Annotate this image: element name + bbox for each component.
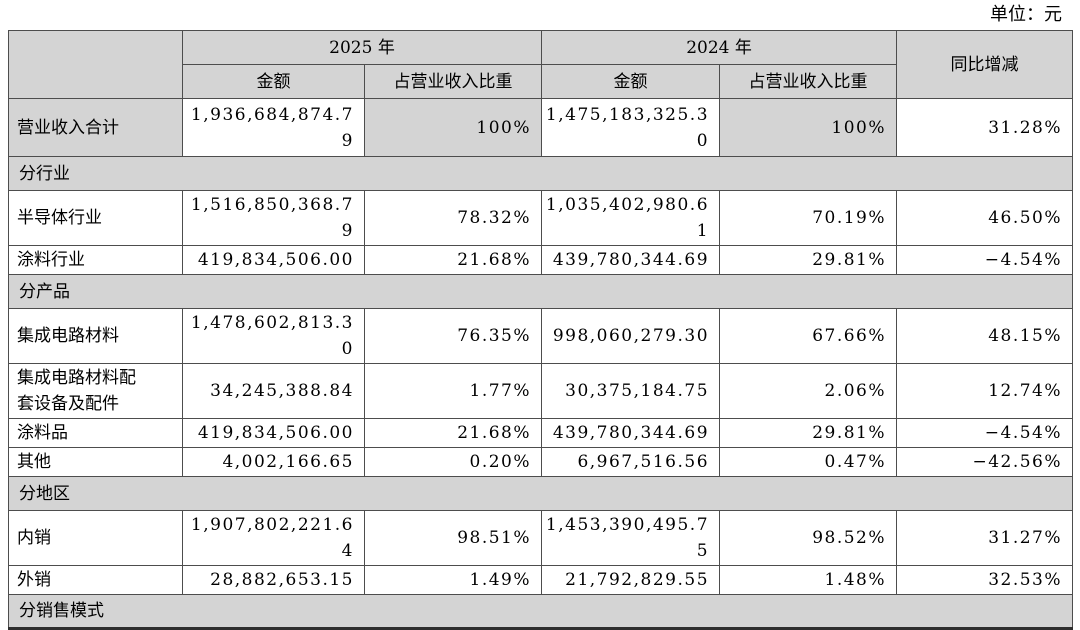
ratio-2024-cell: 1.48% (719, 565, 898, 595)
yoy-cell: −4.54% (896, 418, 1074, 448)
section-row-by-product: 分产品 (7, 274, 1074, 309)
amount-2024-cell: 30,375,184.75 (541, 363, 721, 419)
amount-2025-cell: 1,516,850,368.79 (182, 190, 365, 246)
ratio-2024-cell: 2.06% (719, 363, 898, 419)
table-row-total-revenue: 营业收入合计 1,936,684,874.79 100% 1,475,183,3… (8, 98, 1074, 157)
ratio-2024-cell: 29.81% (719, 245, 898, 275)
header-year-2024: 2024 年 (541, 30, 898, 65)
ratio-2025-cell: 76.35% (363, 308, 543, 364)
amount-2025-cell: 419,834,506.00 (182, 418, 365, 448)
amount-2025-cell: 419,834,506.00 (182, 245, 365, 275)
amount-2025-cell: 4,002,166.65 (182, 447, 365, 477)
row-label: 涂料品 (8, 418, 183, 448)
header-row-subcolumns: 金额 占营业收入比重 金额 占营业收入比重 (9, 64, 1073, 99)
amount-2024-cell: 6,967,516.56 (541, 447, 721, 477)
section-label: 分行业 (7, 156, 1074, 191)
amount-2025-cell: 1,936,684,874.79 (182, 98, 365, 157)
section-row-by-industry: 分行业 (7, 156, 1074, 191)
ratio-2024-cell: 100% (719, 98, 898, 157)
row-label: 集成电路材料配套设备及配件 (8, 363, 183, 419)
row-label: 外销 (8, 565, 183, 595)
header-ratio-2024: 占营业收入比重 (719, 64, 898, 99)
yoy-cell: 31.28% (896, 98, 1074, 157)
yoy-cell: 48.15% (896, 308, 1074, 364)
header-ratio-2025: 占营业收入比重 (363, 64, 543, 99)
table-row-other: 其他 4,002,166.65 0.20% 6,967,516.56 0.47%… (8, 447, 1074, 477)
ratio-2025-cell: 0.20% (363, 447, 543, 477)
header-amount-2024: 金额 (541, 64, 721, 99)
row-label: 集成电路材料 (8, 308, 183, 364)
ratio-2025-cell: 1.77% (363, 363, 543, 419)
amount-2025-cell: 1,907,802,221.64 (182, 510, 365, 566)
ratio-2025-cell: 100% (363, 98, 543, 157)
amount-2024-cell: 439,780,344.69 (541, 245, 721, 275)
row-label: 营业收入合计 (8, 98, 183, 157)
header-amount-2025: 金额 (182, 64, 365, 99)
ratio-2024-cell: 98.52% (719, 510, 898, 566)
ratio-2024-cell: 67.66% (719, 308, 898, 364)
table-row-ic-equipment-accessories: 集成电路材料配套设备及配件 34,245,388.84 1.77% 30,375… (8, 363, 1074, 419)
yoy-cell: −42.56% (896, 447, 1074, 477)
amount-2024-cell: 21,792,829.55 (541, 565, 721, 595)
amount-2024-cell: 439,780,344.69 (541, 418, 721, 448)
table-row-semiconductor: 半导体行业 1,516,850,368.79 78.32% 1,035,402,… (8, 190, 1074, 246)
section-row-by-sales-model: 分销售模式 (7, 594, 1074, 629)
table-row-coating-products: 涂料品 419,834,506.00 21.68% 439,780,344.69… (8, 418, 1074, 448)
ratio-2025-cell: 21.68% (363, 418, 543, 448)
corner-cell (8, 30, 183, 99)
table-row-coating-industry: 涂料行业 419,834,506.00 21.68% 439,780,344.6… (8, 245, 1074, 275)
ratio-2024-cell: 0.47% (719, 447, 898, 477)
section-label: 分产品 (7, 274, 1074, 309)
amount-2024-cell: 998,060,279.30 (541, 308, 721, 364)
header-year-2025: 2025 年 (181, 30, 543, 65)
yoy-cell: 46.50% (896, 190, 1074, 246)
row-label: 涂料行业 (8, 245, 183, 275)
row-label: 其他 (8, 447, 183, 477)
amount-2025-cell: 34,245,388.84 (182, 363, 365, 419)
ratio-2024-cell: 70.19% (719, 190, 898, 246)
ratio-2024-cell: 29.81% (719, 418, 898, 448)
table-row-ic-materials: 集成电路材料 1,478,602,813.30 76.35% 998,060,2… (8, 308, 1074, 364)
section-row-by-region: 分地区 (7, 476, 1074, 511)
ratio-2025-cell: 1.49% (363, 565, 543, 595)
yoy-cell: 32.53% (896, 565, 1074, 595)
revenue-breakdown-table: 2025 年 2024 年 同比增减 金额 占营业收入比重 金额 占营业收入比重… (7, 30, 1074, 630)
yoy-cell: −4.54% (896, 245, 1074, 275)
amount-2024-cell: 1,035,402,980.61 (541, 190, 721, 246)
section-label: 分销售模式 (7, 594, 1074, 629)
yoy-cell: 12.74% (896, 363, 1074, 419)
amount-2024-cell: 1,475,183,325.30 (541, 98, 721, 157)
header-row-years: 2025 年 2024 年 同比增减 (8, 30, 1074, 99)
amount-2024-cell: 1,453,390,495.75 (541, 510, 721, 566)
row-label: 半导体行业 (8, 190, 183, 246)
ratio-2025-cell: 21.68% (363, 245, 543, 275)
yoy-cell: 31.27% (896, 510, 1074, 566)
ratio-2025-cell: 98.51% (363, 510, 543, 566)
amount-2025-cell: 1,478,602,813.30 (182, 308, 365, 364)
header-yoy: 同比增减 (896, 30, 1074, 99)
table-row-domestic-sales: 内销 1,907,802,221.64 98.51% 1,453,390,495… (8, 510, 1074, 566)
unit-label: 单位：元 (990, 4, 1062, 25)
amount-2025-cell: 28,882,653.15 (182, 565, 365, 595)
section-label: 分地区 (7, 476, 1074, 511)
table-row-export-sales: 外销 28,882,653.15 1.49% 21,792,829.55 1.4… (8, 565, 1074, 595)
row-label: 内销 (8, 510, 183, 566)
ratio-2025-cell: 78.32% (363, 190, 543, 246)
